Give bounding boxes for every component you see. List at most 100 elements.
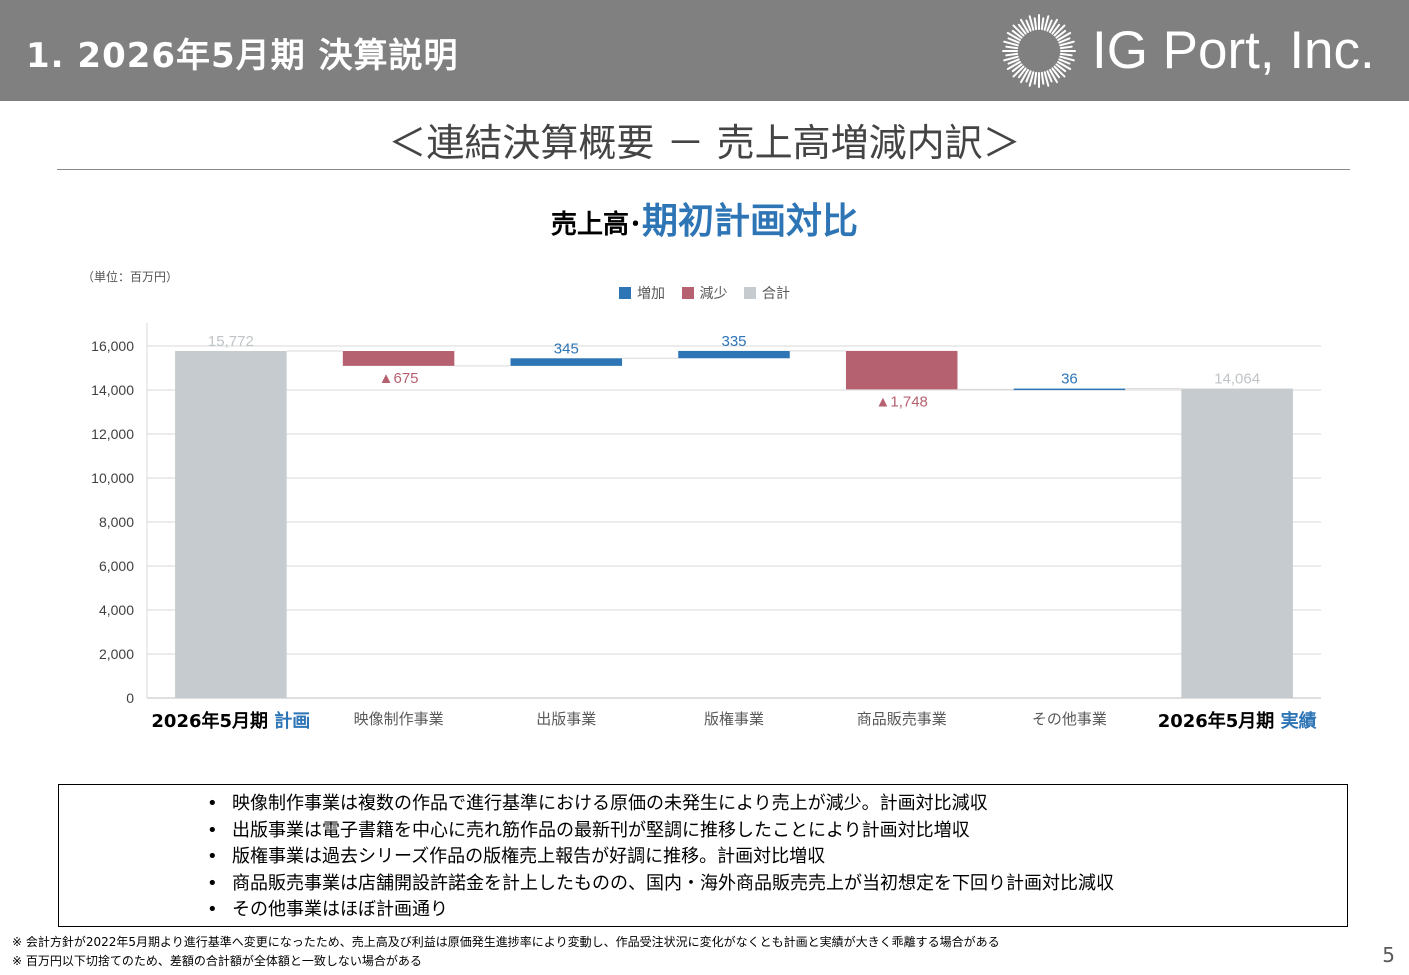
- logo-ray: [1012, 65, 1025, 78]
- legend-total: 合計: [743, 283, 790, 303]
- y-tick-label: 14,000: [91, 382, 134, 398]
- x-category-label: その他事業: [1032, 710, 1107, 728]
- data-label: 335: [721, 333, 746, 350]
- logo-ray: [1005, 45, 1019, 50]
- x-category-label: 版権事業: [704, 710, 764, 728]
- company-logo: IG Port, Inc.: [980, 0, 1409, 101]
- x-category-label: 出版事業: [536, 710, 596, 728]
- title-divider: [57, 169, 1350, 170]
- unit-label: （単位：百万円）: [82, 270, 179, 284]
- bar-decrease: [342, 351, 455, 366]
- y-tick-label: 6,000: [99, 558, 134, 574]
- logo-ray: [1012, 24, 1025, 37]
- logo-ray: [1007, 58, 1020, 65]
- footnote: ※ 百万円以下切捨てのため、差額の合計額が全体額と一致しない場合がある: [12, 954, 422, 968]
- logo-ray: [1020, 69, 1029, 84]
- logo-ray: [1057, 32, 1072, 41]
- legend-total-label: 合計: [761, 286, 790, 302]
- logo-ray: [1006, 32, 1021, 41]
- header-title: 1. 2026年5月期 決算説明: [26, 36, 459, 76]
- logo-ray: [1053, 24, 1066, 37]
- logo-ray: [1051, 67, 1061, 79]
- data-label: ▲1,748: [876, 393, 928, 410]
- logo-ray: [1058, 58, 1071, 65]
- logo-ray: [1057, 61, 1072, 70]
- logo-ray: [1006, 61, 1021, 70]
- logo-ray: [1046, 19, 1053, 32]
- waterfall-chart: 0 2,000 4,000 6,000 8,000 10,000 12,000 14,000 1…: [91, 323, 1321, 732]
- chart-heading-emphasis: 期初計画対比: [642, 201, 859, 242]
- section-title: ＜連結決算概要 － 売上高増減内訳＞: [388, 121, 1021, 165]
- logo-ray: [1020, 18, 1029, 33]
- y-tick-label: 16,000: [91, 338, 134, 354]
- legend-increase-label: 増加: [637, 286, 666, 302]
- sunburst-logo-icon: [1002, 14, 1076, 88]
- logo-ray: [1049, 69, 1058, 84]
- legend-decrease: 減少: [681, 283, 728, 303]
- bar-total: [1181, 388, 1293, 698]
- logo-ray: [1040, 17, 1045, 31]
- bar-total: [175, 351, 287, 698]
- data-label: 15,772: [208, 333, 254, 350]
- logo-ray: [1040, 71, 1045, 85]
- data-label: 345: [554, 340, 579, 357]
- logo-ray: [1059, 55, 1075, 62]
- bar-decrease: [845, 350, 958, 390]
- data-label: ▲675: [379, 370, 419, 387]
- logo-ray: [1003, 55, 1019, 62]
- logo-ray: [1059, 45, 1073, 50]
- data-label: 14,064: [1214, 371, 1260, 388]
- bar-increase: [1013, 388, 1126, 391]
- logo-ray: [1005, 52, 1019, 57]
- page-number: 5: [1382, 943, 1395, 967]
- logo-ray: [1007, 37, 1020, 44]
- chart-heading: 売上高･期初計画対比: [0, 192, 1409, 244]
- logo-ray: [1043, 71, 1050, 87]
- data-label: 36: [1061, 371, 1078, 388]
- legend-decrease-swatch: [681, 287, 694, 299]
- logo-ray: [1017, 67, 1027, 79]
- y-tick-label: 12,000: [91, 426, 134, 442]
- y-tick-label: 4,000: [99, 602, 134, 618]
- logo-ray: [1058, 37, 1071, 44]
- logo-ray: [1011, 63, 1023, 73]
- logo-ray: [1028, 15, 1035, 31]
- bar-increase: [510, 358, 623, 366]
- x-category-label: 商品販売事業: [857, 710, 947, 728]
- legend-increase: 増加: [619, 283, 665, 303]
- company-name: IG Port, Inc.: [1092, 21, 1375, 80]
- footnote: ※ 会計方針が2022年5月期より進行基準へ変更になったため、売上高及び利益は原…: [12, 935, 1000, 949]
- x-category-label: 2026年5月期 計画: [151, 710, 310, 732]
- x-category-label: 2026年5月期 実績: [1158, 710, 1317, 732]
- logo-ray: [1055, 63, 1067, 73]
- y-tick-label: 10,000: [91, 470, 134, 486]
- bar-increase: [678, 350, 790, 359]
- note-item: 版権事業は過去シリーズ作品の版権売上報告が好調に推移。計画対比増収: [207, 844, 1347, 871]
- logo-ray: [1059, 52, 1073, 57]
- logo-ray: [1003, 40, 1019, 47]
- logo-ray: [1017, 23, 1027, 35]
- logo-ray: [1033, 17, 1038, 31]
- y-tick-label: 2,000: [99, 646, 134, 662]
- note-item: その他事業はほぼ計画通り: [207, 897, 1347, 924]
- footnotes: ※ 会計方針が2022年5月期より進行基準へ変更になったため、売上高及び利益は原…: [12, 933, 1000, 971]
- x-category-label: 映像制作事業: [354, 710, 444, 728]
- legend-total-swatch: [743, 287, 756, 299]
- logo-ray: [1059, 40, 1075, 47]
- logo-ray: [1028, 71, 1035, 87]
- logo-ray: [1043, 15, 1050, 31]
- legend-increase-swatch: [619, 287, 632, 299]
- logo-ray: [1046, 70, 1053, 83]
- notes-box: 映像制作事業は複数の作品で進行基準における原価の未発生により売上が減少。計画対比…: [58, 784, 1348, 927]
- note-item: 映像制作事業は複数の作品で進行基準における原価の未発生により売上が減少。計画対比…: [207, 791, 1347, 818]
- chart-heading-prefix: 売上高･: [550, 210, 642, 240]
- legend-decrease-label: 減少: [699, 286, 728, 302]
- logo-ray: [1025, 19, 1032, 32]
- logo-ray: [1011, 29, 1023, 39]
- logo-ray: [1053, 65, 1066, 78]
- logo-ray: [1049, 18, 1058, 33]
- logo-ray: [1025, 70, 1032, 83]
- logo-ray: [1055, 29, 1067, 39]
- y-tick-label: 8,000: [99, 514, 134, 530]
- chart-legend: 増加 減少 合計: [0, 283, 1409, 303]
